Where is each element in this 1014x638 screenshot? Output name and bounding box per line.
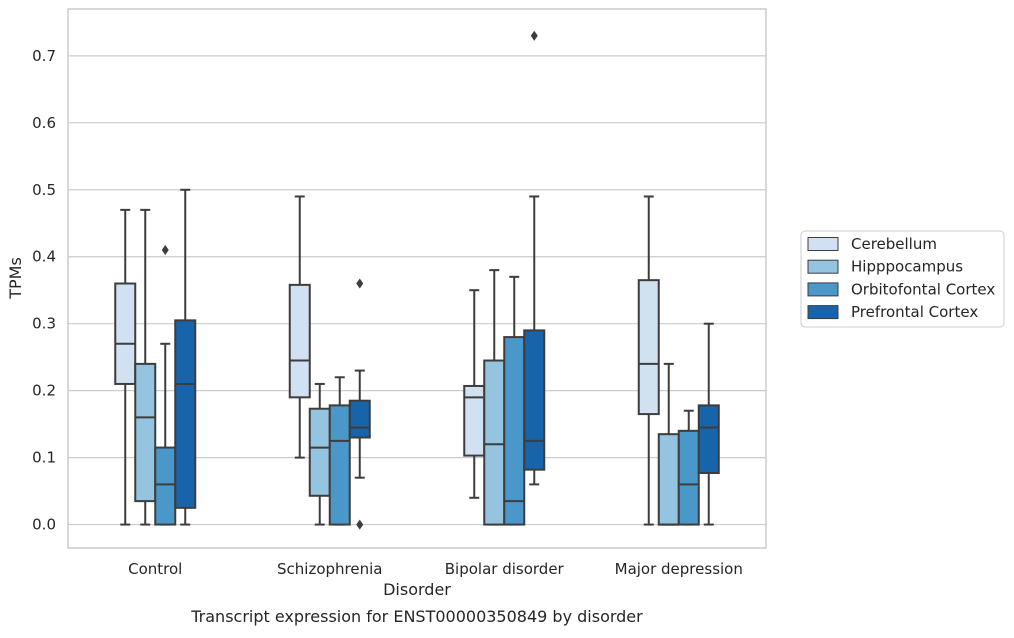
legend-swatch: [807, 282, 839, 297]
y-tick-label: 0.0: [32, 516, 56, 534]
box: [657, 433, 680, 526]
outlier-point: [161, 245, 169, 256]
box-group: [523, 30, 546, 486]
x-tick-label: Bipolar disorder: [445, 560, 565, 578]
x-tick-label: Schizophrenia: [277, 560, 382, 578]
y-tick-label: 0.3: [32, 315, 56, 333]
x-tick-labels: Control Schizophrenia Bipolar disorder Majo…: [128, 560, 743, 578]
y-tick-label: 0.6: [32, 114, 56, 132]
outlier-point: [356, 278, 364, 289]
x-tick-label: Major depression: [615, 560, 743, 578]
y-tick-labels: 0.0 0.1 0.2 0.3 0.4 0.5 0.6 0.7: [32, 47, 56, 534]
box-group: [503, 275, 526, 526]
y-tick-label: 0.1: [32, 449, 56, 467]
box: [483, 359, 506, 526]
outlier-point: [530, 30, 538, 41]
box: [134, 362, 157, 503]
box: [503, 336, 526, 526]
plot-frame: [67, 8, 767, 549]
box: [288, 283, 311, 399]
box-group: [328, 376, 351, 526]
box-group: [174, 188, 197, 526]
legend-frame: [800, 230, 1005, 328]
box-group: [348, 278, 371, 530]
box-group: [677, 409, 700, 526]
legend-label: Prefrontal Cortex: [851, 303, 978, 321]
legend-swatch: [807, 305, 839, 320]
y-tick-label: 0.2: [32, 382, 56, 400]
box: [637, 279, 660, 416]
y-tick-label: 0.7: [32, 47, 56, 65]
legend-swatch: [807, 259, 839, 274]
box-group: [288, 195, 311, 459]
box: [348, 399, 371, 439]
box: [308, 407, 331, 497]
legend: Cerebellum Hipppocampus Orbitofontal Corte…: [800, 230, 1005, 328]
box-group: [154, 245, 177, 526]
y-tick-label: 0.5: [32, 181, 56, 199]
box: [523, 329, 546, 471]
chart-caption: Transcript expression for ENST0000035084…: [190, 607, 643, 626]
y-tick-label: 0.4: [32, 248, 56, 266]
y-axis-label: TPMs: [6, 257, 25, 300]
outlier-point: [356, 519, 364, 530]
boxes: [114, 30, 720, 530]
box: [677, 429, 700, 526]
legend-swatch: [807, 237, 839, 251]
box-group: [114, 208, 137, 526]
legend-label: Orbitofontal Cortex: [851, 280, 995, 298]
box-group: [463, 289, 486, 499]
box: [154, 446, 177, 526]
x-tick-label: Control: [128, 560, 182, 578]
box-group: [697, 322, 720, 526]
box: [114, 282, 137, 385]
legend-label: Cerebellum: [851, 235, 937, 253]
x-axis-label: Disorder: [383, 580, 451, 599]
box: [697, 404, 720, 475]
box-group: [637, 195, 660, 526]
box: [328, 404, 351, 526]
box: [174, 319, 197, 509]
legend-label: Hipppocampus: [851, 258, 963, 276]
box-group: [134, 208, 157, 526]
